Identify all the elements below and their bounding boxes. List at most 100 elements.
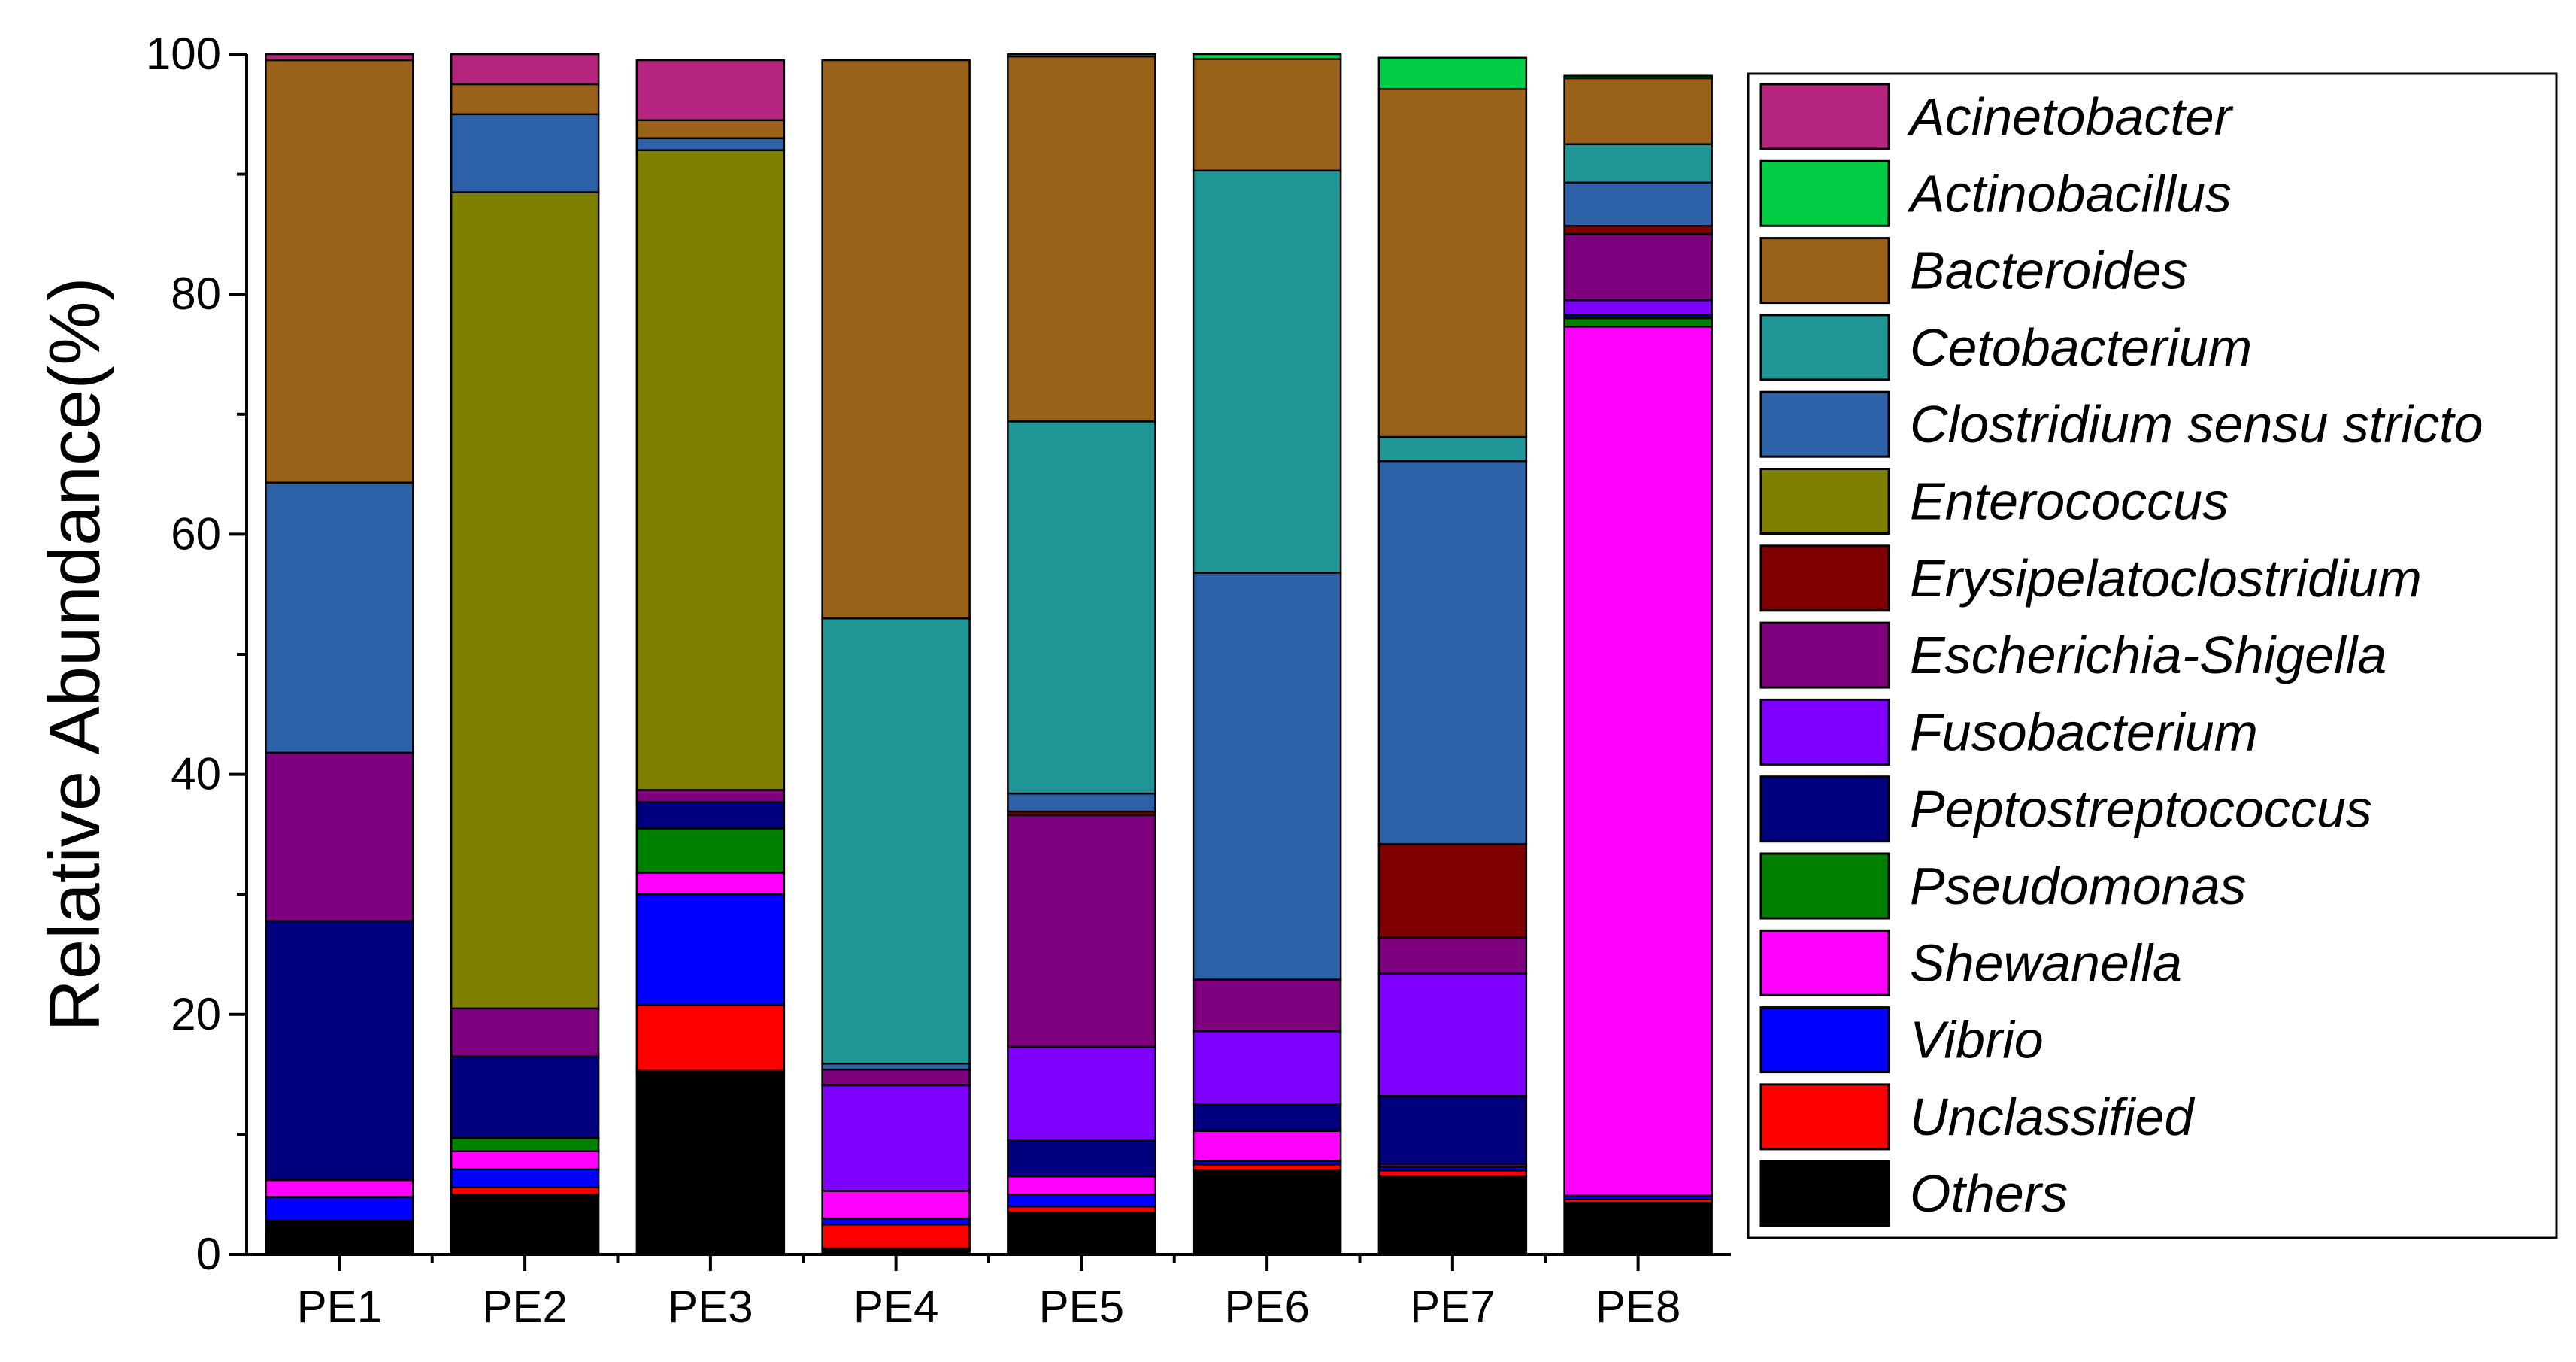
x-tick-label: PE4 (853, 1282, 938, 1332)
x-tick-label: PE5 (1039, 1282, 1124, 1332)
legend-swatch (1759, 390, 1890, 458)
legend-swatch (1759, 698, 1890, 766)
legend-entry: Peptostreptococcus (1759, 775, 2372, 843)
legend-entry: Actinobacillus (1759, 159, 2232, 227)
axes-layer: Relative Abundance(%) (35, 54, 1731, 1256)
bar-segment-pe3-peptostreptococcus (635, 801, 786, 830)
bar-segment-pe7-erysipelatoclostridium (1377, 842, 1528, 939)
bar-segment-pe6-shewanella (1192, 1130, 1342, 1162)
bar-segment-pe5-bacteroides (1007, 55, 1156, 423)
legend-entry: Vibrio (1759, 1006, 2044, 1074)
bar-segment-pe5-acinetobacter (1007, 53, 1156, 58)
y-tick-label: 20 (171, 989, 221, 1039)
bar-segment-pe2-clostridium-sensu-stricto (450, 113, 600, 193)
bar-segment-pe6-actinobacillus (1192, 53, 1342, 60)
bar-segment-pe8-erysipelatoclostridium (1563, 224, 1713, 235)
bar-segment-pe6-others (1192, 1169, 1342, 1256)
bar-segment-pe4-fusobacterium (821, 1084, 971, 1192)
y-tick-label: 0 (196, 1229, 221, 1279)
legend-label: Escherichia-Shigella (1910, 626, 2387, 684)
bar-segment-pe8-cetobacterium (1563, 143, 1713, 184)
bar-segment-pe3-acinetobacter (635, 59, 786, 122)
bar-segment-pe4-bacteroides (821, 59, 971, 620)
bars-layer (265, 53, 1713, 1256)
bar-segment-pe8-others (1563, 1202, 1713, 1256)
legend-swatch (1759, 83, 1890, 150)
x-tick-label: PE6 (1224, 1282, 1309, 1332)
legend-swatch (1759, 929, 1890, 996)
bar-segment-pe3-escherichia-shigella (635, 789, 786, 803)
legend-label: Unclassified (1910, 1087, 2195, 1146)
bar-segment-pe6-clostridium-sensu-stricto (1192, 572, 1342, 981)
bar-segment-pe1-peptostreptococcus (265, 920, 414, 1182)
legend-swatch (1759, 237, 1890, 305)
bar-segment-pe3-vibrio (635, 893, 786, 1006)
legend-label: Vibrio (1910, 1011, 2044, 1069)
legend-entry: Cetobacterium (1759, 314, 2252, 381)
bar-segment-pe1-acinetobacter (265, 53, 414, 62)
bar-segment-pe8-actinobacillus (1563, 74, 1713, 80)
bar-segment-pe2-vibrio (450, 1168, 600, 1188)
bar-segment-pe5-shewanella (1007, 1175, 1156, 1196)
bar-segment-pe1-others (265, 1220, 414, 1256)
bar-pe8 (1563, 74, 1713, 1256)
bar-segment-pe1-clostridium-sensu-stricto (265, 481, 414, 754)
bar-pe4 (821, 59, 971, 1256)
y-tick-label: 60 (171, 508, 221, 559)
bar-segment-pe2-pseudomonas (450, 1136, 600, 1152)
bar-segment-pe5-vibrio (1007, 1193, 1156, 1208)
legend-swatch (1759, 621, 1890, 689)
bar-segment-pe1-shewanella (265, 1178, 414, 1198)
bar-segment-pe6-escherichia-shigella (1192, 978, 1342, 1033)
bar-segment-pe5-others (1007, 1211, 1156, 1256)
bar-segment-pe2-unclassified (450, 1186, 600, 1196)
bar-segment-pe2-bacteroides (450, 83, 600, 116)
legend-entry: Clostridium sensu stricto (1759, 390, 2483, 458)
bar-segment-pe8-bacteroides (1563, 77, 1713, 145)
legend-entry: Enterococcus (1759, 468, 2229, 535)
y-tick-label: 80 (171, 268, 221, 319)
legend-label: Pseudomonas (1910, 857, 2247, 915)
legend-entry: Pseudomonas (1759, 852, 2247, 920)
y-tick-label: 40 (171, 749, 221, 799)
bar-segment-pe4-unclassified (821, 1223, 971, 1250)
y-tick-label: 100 (146, 29, 221, 79)
legend-label: Acinetobacter (1907, 87, 2234, 146)
y-axis-label: Relative Abundance(%) (35, 277, 115, 1031)
bar-segment-pe8-fusobacterium (1563, 299, 1713, 316)
legend-swatch (1759, 775, 1890, 843)
legend-swatch (1759, 314, 1890, 381)
bar-segment-pe8-escherichia-shigella (1563, 233, 1713, 302)
bar-segment-pe5-cetobacterium (1007, 420, 1156, 795)
bar-segment-pe8-shewanella (1563, 326, 1713, 1197)
bar-segment-pe5-peptostreptococcus (1007, 1139, 1156, 1178)
legend-entry: Acinetobacter (1759, 83, 2234, 150)
legend-swatch (1759, 1083, 1890, 1151)
ticks-layer: 0 20 40 60 80 100 PE1 PE2 PE3 PE4 PE5 PE6 PE7 PE8 (146, 29, 1680, 1332)
legend-swatch (1759, 852, 1890, 920)
bar-segment-pe6-peptostreptococcus (1192, 1103, 1342, 1132)
bar-segment-pe7-bacteroides (1377, 88, 1528, 438)
bar-segment-pe7-actinobacillus (1377, 56, 1528, 90)
bar-segment-pe6-cetobacterium (1192, 169, 1342, 574)
bar-segment-pe7-peptostreptococcus (1377, 1095, 1528, 1166)
legend-label: Others (1910, 1164, 2068, 1223)
bar-segment-pe3-enterococcus (635, 149, 786, 791)
legend-swatch (1759, 1006, 1890, 1074)
bar-segment-pe1-vibrio (265, 1196, 414, 1222)
legend-entry: Erysipelatoclostridium (1759, 544, 2422, 612)
bar-segment-pe2-shewanella (450, 1150, 600, 1170)
legend-label: Enterococcus (1910, 472, 2229, 531)
bar-segment-pe4-cetobacterium (821, 617, 971, 1065)
bar-pe3 (635, 59, 786, 1256)
bar-segment-pe3-others (635, 1069, 786, 1256)
x-tick-label: PE3 (668, 1282, 753, 1332)
bar-segment-pe3-bacteroides (635, 119, 786, 139)
bar-segment-pe2-others (450, 1193, 600, 1256)
bar-segment-pe1-bacteroides (265, 59, 414, 484)
bar-segment-pe5-fusobacterium (1007, 1045, 1156, 1142)
x-tick-label: PE7 (1410, 1282, 1495, 1332)
bar-segment-pe7-clostridium-sensu-stricto (1377, 460, 1528, 845)
bar-segment-pe3-unclassified (635, 1003, 786, 1072)
